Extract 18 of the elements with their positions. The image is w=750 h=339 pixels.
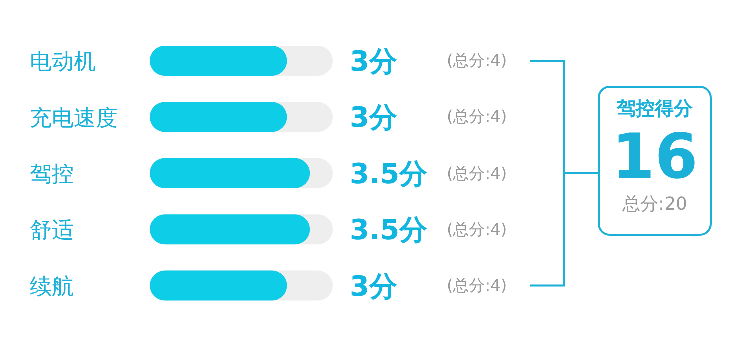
text: 驾控得分 — [616, 96, 694, 122]
text: 16 — [610, 120, 700, 192]
y-tick-label: 续航 — [30, 274, 74, 300]
data-label: 3分 — [350, 101, 398, 134]
text: (总分:4) — [447, 218, 508, 241]
text: (总分:4) — [447, 274, 508, 297]
y-tick-label: 驾控 — [30, 162, 74, 188]
text: 总分:20 — [622, 192, 688, 216]
text: (总分:4) — [447, 50, 508, 72]
data-label: 3分 — [350, 270, 398, 303]
data-label: 3.5分 — [350, 157, 429, 190]
text: (总分:4) — [447, 162, 508, 184]
y-tick-label: 充电速度 — [30, 106, 118, 132]
text: (总分:4) — [447, 106, 508, 128]
data-label: 3分 — [350, 45, 398, 78]
data-label: 3.5分 — [350, 214, 429, 247]
y-tick-label: 舒适 — [30, 218, 74, 244]
y-tick-label: 电动机 — [30, 50, 96, 76]
